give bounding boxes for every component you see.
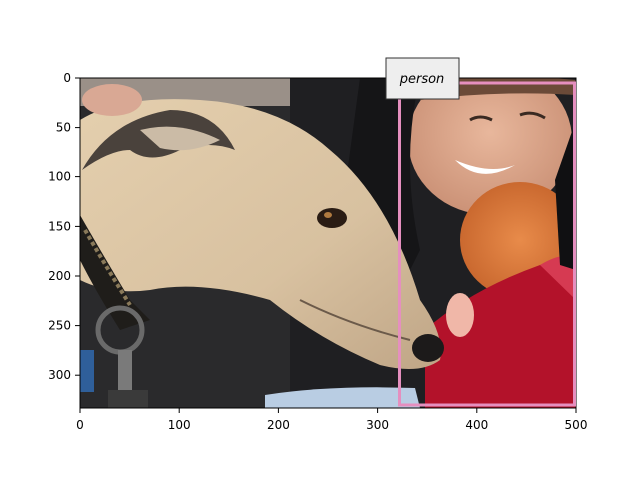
y-tick-label: 200: [48, 269, 71, 283]
y-tick-label: 100: [48, 170, 71, 184]
person-bounding-box: [398, 81, 576, 407]
y-axis: 0 50 100 150 200 250 300: [48, 71, 80, 382]
annotation-label: person: [399, 72, 445, 87]
y-tick-label: 150: [48, 219, 71, 233]
y-tick-label: 0: [63, 71, 71, 85]
x-tick-label: 200: [267, 418, 290, 432]
y-tick-label: 50: [56, 121, 71, 135]
annotation-label-box: person: [385, 57, 460, 100]
x-tick-label: 500: [565, 418, 588, 432]
y-tick-label: 250: [48, 319, 71, 333]
x-tick-label: 400: [465, 418, 488, 432]
x-tick-label: 300: [366, 418, 389, 432]
x-axis: 0 100 200 300 400 500: [76, 408, 587, 432]
photo-image: [80, 78, 576, 408]
y-tick-label: 300: [48, 368, 71, 382]
x-tick-label: 100: [168, 418, 191, 432]
x-tick-label: 0: [76, 418, 84, 432]
